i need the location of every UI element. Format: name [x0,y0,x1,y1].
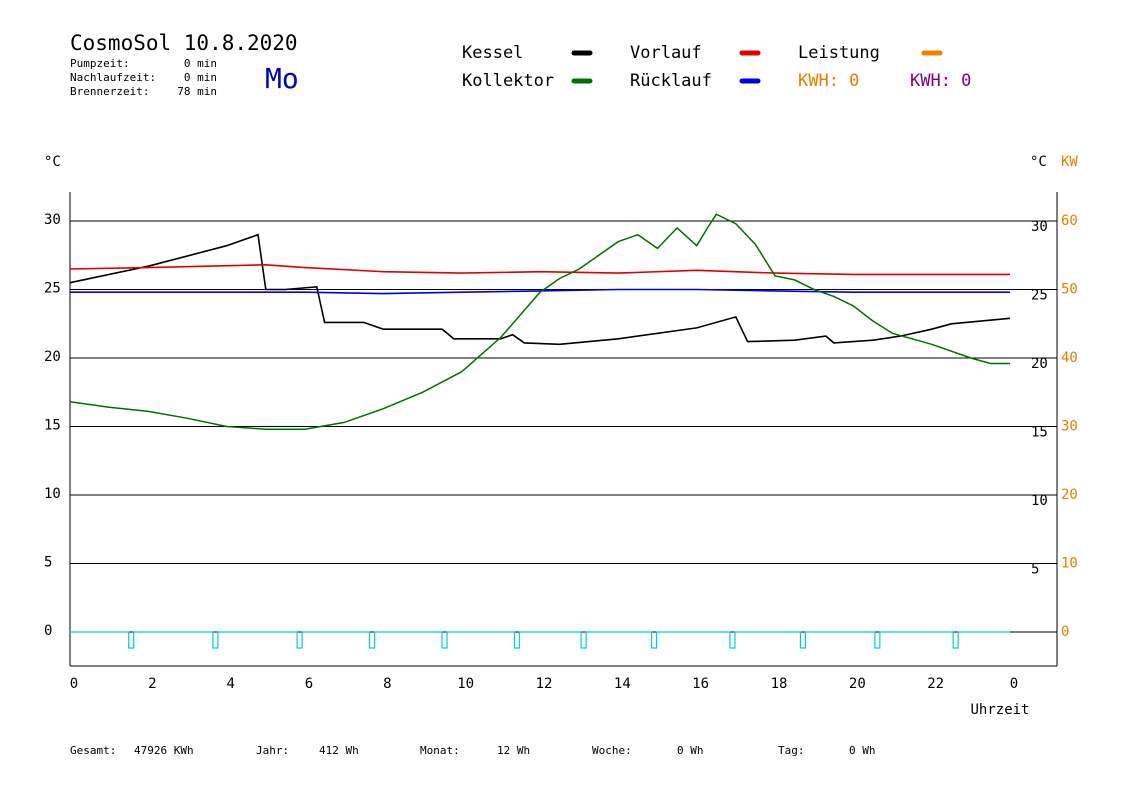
footer-value: 412 Wh [319,744,359,757]
x-tick: 0 [1010,676,1018,692]
stat-label: Brennerzeit: [70,85,149,98]
series-lines [69,213,1011,649]
series-line-vorlauf [69,263,1010,276]
footer-label: Jahr: [256,744,289,757]
footer-value: 47926 KWh [134,744,194,757]
y-right-temp-tick: 10 [1031,493,1048,509]
footer-label: Woche: [592,744,632,757]
y-left-tick: 0 [44,623,52,639]
kwh-label: KWH: 0 [910,71,971,91]
x-tick: 8 [383,676,391,692]
footer-label: Gesamt: [70,744,116,757]
x-axis-label: Uhrzeit [970,702,1029,718]
stat-value: 0 min [184,71,217,84]
y-right-temp-tick: 20 [1031,356,1048,372]
y-right-power-tick: 40 [1061,350,1078,366]
legend-label: Leistung [798,43,880,63]
x-tick: 12 [536,676,553,692]
y-left-tick: 25 [44,281,61,297]
x-tick: 22 [927,676,944,692]
y-right-power-tick: 50 [1061,282,1078,298]
y-left-tick: 10 [44,486,61,502]
x-tick: 16 [692,676,709,692]
stat-label: Nachlaufzeit: [70,71,156,84]
footer-value: 0 Wh [849,744,876,757]
y-left-tick: 30 [44,212,61,228]
legend-label: Vorlauf [630,43,702,63]
y-left-tick: 5 [44,555,52,571]
footer-totals: Gesamt: 47926 KWh Jahr: 412 Wh Monat: 12… [70,744,876,757]
y-right-temp-unit: °C [1030,154,1047,170]
series-line-kessel [69,233,1011,346]
y-right-temp-tick: 5 [1031,562,1039,578]
footer-value: 12 Wh [497,744,530,757]
footer-label: Monat: [420,744,460,757]
header-stats: Pumpzeit: 0 min Nachlaufzeit: 0 min Bren… [70,57,217,98]
x-tick: 14 [614,676,631,692]
y-right-temp-tick: 30 [1031,219,1048,235]
series-line-rcklauf [70,288,1010,295]
y-right-power-unit: KW [1061,154,1078,170]
stat-value: 78 min [177,85,217,98]
legend-label: Kollektor [462,71,554,91]
x-tick: 20 [849,676,866,692]
x-tick: 6 [305,676,313,692]
y-right-power-tick: 30 [1061,419,1078,435]
legend-label: Rücklauf [630,71,712,91]
series-line-kollektor [69,213,1010,430]
x-tick: 4 [226,676,234,692]
y-right-power-tick: 60 [1061,213,1078,229]
y-right-power-tick: 0 [1061,624,1069,640]
y-right-power-tick: 20 [1061,487,1078,503]
footer-value: 0 Wh [677,744,704,757]
legend-label: Kessel [462,43,523,63]
x-tick: 0 [70,676,78,692]
y-right-temp-tick: 25 [1031,288,1048,304]
chart-title: CosmoSol 10.8.2020 [70,31,298,55]
y-left-tick: 20 [44,349,61,365]
kwh-label: KWH: 0 [798,71,859,91]
y-left-tick: 15 [44,418,61,434]
x-tick: 18 [771,676,788,692]
footer-label: Tag: [778,744,805,757]
legend: Kessel Vorlauf Leistung Kollektor Rückla… [462,43,971,91]
weekday-label: Mo [265,62,299,95]
x-tick-labels: 0 2 4 6 8 10 12 14 16 18 20 22 0 [70,676,1018,692]
grid [70,220,1057,633]
stat-label: Pumpzeit: [70,57,130,70]
y-right-temp-tick: 15 [1031,425,1048,441]
y-right-power-tick: 10 [1061,556,1078,572]
x-tick: 2 [148,676,156,692]
y-tick-labels: 0 5 10 15 20 25 30 5 10 15 20 25 30 0 10 20 30 40 50 60 [44,212,1078,640]
stat-value: 0 min [184,57,217,70]
x-tick: 10 [457,676,474,692]
y-left-unit: °C [44,154,61,170]
series-line-pumpe [70,631,1010,649]
